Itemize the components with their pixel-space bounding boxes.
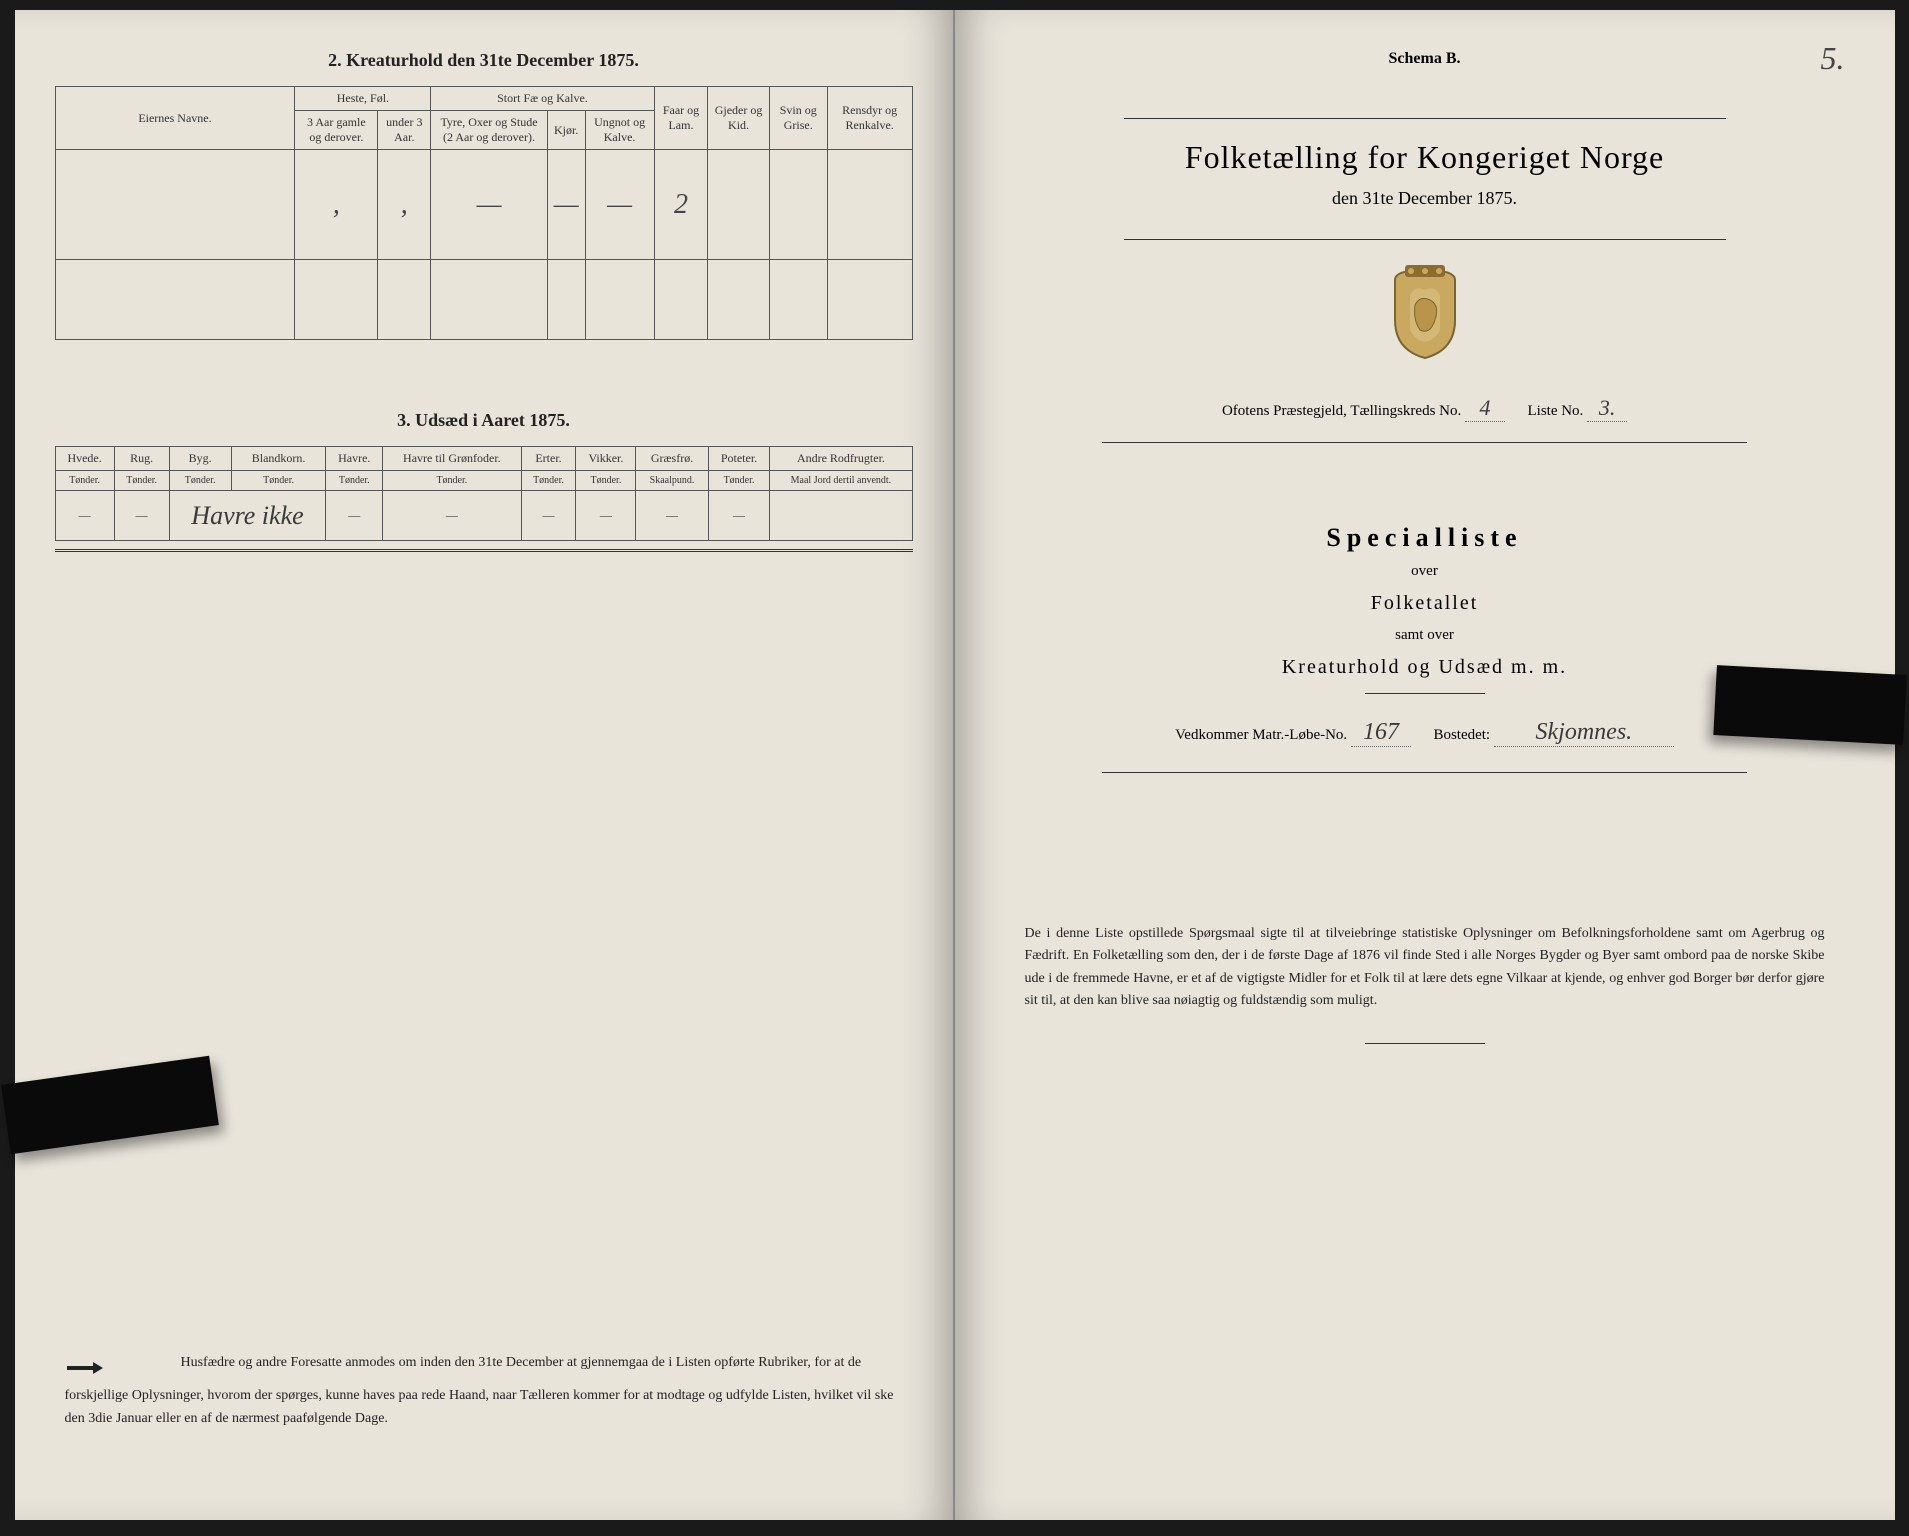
- col-faar: Faar og Lam.: [654, 87, 708, 150]
- table-row: — — Havre ikke — — — — — —: [55, 491, 912, 541]
- liste-label: Liste No.: [1527, 403, 1583, 419]
- sub-s2: Kjør.: [547, 111, 585, 150]
- udsaed-table: Hvede. Rug. Byg. Blandkorn. Havre. Havre…: [55, 446, 913, 541]
- right-page: 5. Schema B. Folketælling for Kongeriget…: [955, 10, 1895, 1520]
- col-stort: Stort Fæ og Kalve.: [431, 87, 654, 111]
- coat-of-arms-icon: [995, 260, 1855, 365]
- sub-h1: 3 Aar gamle og derover.: [295, 111, 378, 150]
- col-gjeder: Gjeder og Kid.: [708, 87, 769, 150]
- bostedet-label: Bostedet:: [1433, 727, 1490, 743]
- faar-value: 2: [654, 150, 708, 260]
- liste-no: 3.: [1587, 395, 1627, 422]
- col-rensdyr: Rensdyr og Renkalve.: [827, 87, 912, 150]
- vedkommer-label: Vedkommer Matr.-Løbe-No.: [1175, 727, 1347, 743]
- col-erter: Erter.: [521, 447, 576, 471]
- col-hvede: Hvede.: [55, 447, 114, 471]
- page-number: 5.: [1821, 40, 1845, 77]
- col-svin: Svin og Grise.: [769, 87, 827, 150]
- col-rug: Rug.: [114, 447, 169, 471]
- col-byg: Byg.: [169, 447, 231, 471]
- sub-h2: under 3 Aar.: [378, 111, 431, 150]
- right-footer-text: De i denne Liste opstillede Spørgsmaal s…: [995, 923, 1855, 1013]
- folketallet-label: Folketallet: [995, 592, 1855, 615]
- col-graesfro: Græsfrø.: [636, 447, 708, 471]
- samt-label: samt over: [995, 627, 1855, 644]
- left-page: 2. Kreaturhold den 31te December 1875. E…: [15, 10, 955, 1520]
- bostedet-value: Skjomnes.: [1494, 719, 1674, 747]
- table-row: [55, 260, 912, 340]
- col-vikker: Vikker.: [576, 447, 636, 471]
- book-spread: 2. Kreaturhold den 31te December 1875. E…: [15, 10, 1895, 1520]
- col-poteter: Poteter.: [708, 447, 770, 471]
- col-blandkorn: Blandkorn.: [231, 447, 326, 471]
- col-havre: Havre.: [326, 447, 383, 471]
- district-line: Ofotens Præstegjeld, Tællingskreds No. 4…: [995, 395, 1855, 422]
- section3-title: 3. Udsæd i Aaret 1875.: [55, 410, 913, 431]
- schema-label: Schema B.: [995, 50, 1855, 68]
- divider: [55, 549, 913, 552]
- archive-clip-right: [1713, 665, 1906, 745]
- pointing-hand-icon: [65, 1356, 105, 1385]
- left-footer-block: Husfædre og andre Foresatte anmodes om i…: [65, 1352, 903, 1430]
- section2-title: 2. Kreaturhold den 31te December 1875.: [55, 50, 913, 71]
- over-label: over: [995, 563, 1855, 580]
- kreaturhold-table: Eiernes Navne. Heste, Føl. Stort Fæ og K…: [55, 86, 913, 340]
- subtitle: den 31te December 1875.: [995, 188, 1855, 209]
- col-eier: Eiernes Navne.: [55, 87, 295, 150]
- district-no: 4: [1465, 395, 1505, 422]
- col-andre: Andre Rodfrugter.: [770, 447, 912, 471]
- col-heste: Heste, Føl.: [295, 87, 431, 111]
- main-title: Folketælling for Kongeriget Norge: [995, 139, 1855, 176]
- specialliste-heading: Specialliste: [995, 523, 1855, 553]
- district-prefix: Ofotens Præstegjeld, Tællingskreds No.: [1222, 403, 1461, 419]
- table-row: , , — — — 2: [55, 150, 912, 260]
- sub-s3: Ungnot og Kalve.: [585, 111, 654, 150]
- byg-value: Havre ikke: [169, 491, 326, 541]
- matr-no: 167: [1351, 719, 1411, 747]
- sub-s1: Tyre, Oxer og Stude (2 Aar og derover).: [431, 111, 547, 150]
- col-havre-gron: Havre til Grønfoder.: [383, 447, 521, 471]
- instructions-text: Husfædre og andre Foresatte anmodes om i…: [65, 1355, 894, 1425]
